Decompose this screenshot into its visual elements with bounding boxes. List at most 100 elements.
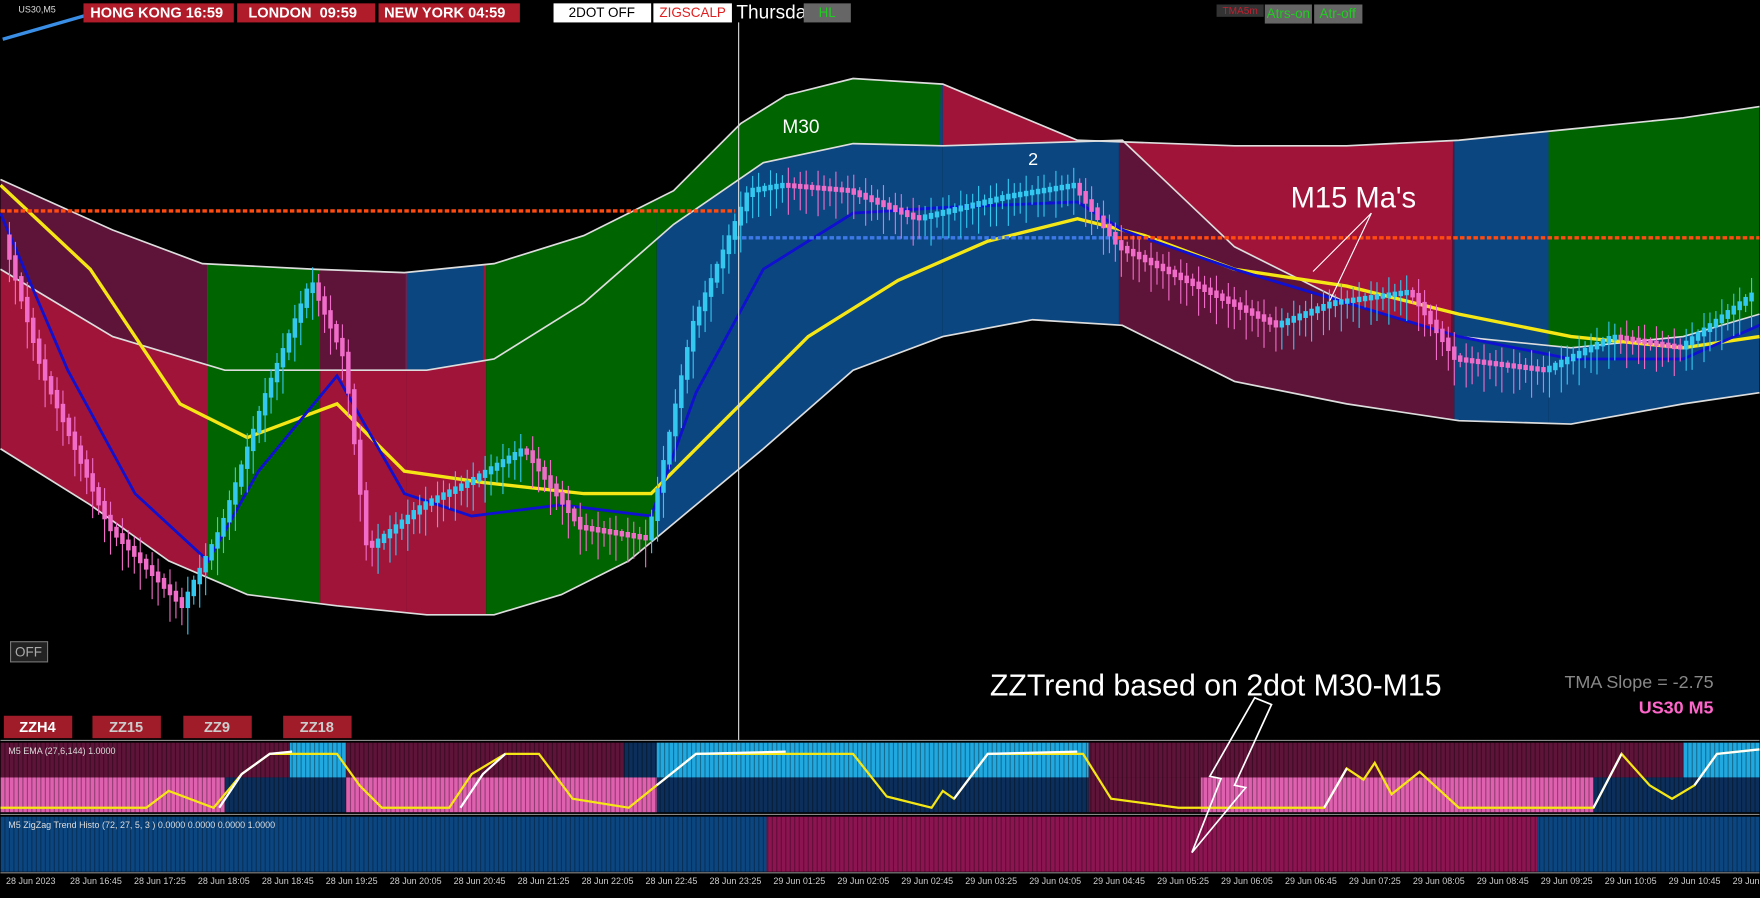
- button-label[interactable]: TMA5m: [1222, 6, 1257, 17]
- candle: [1398, 290, 1404, 297]
- button[interactable]: [1264, 4, 1312, 24]
- candle: [910, 212, 916, 220]
- candle: [750, 187, 755, 197]
- candle: [548, 475, 553, 489]
- candle: [839, 187, 845, 193]
- button[interactable]: [92, 715, 161, 739]
- button-label[interactable]: ZZ18: [300, 720, 334, 736]
- candle: [720, 249, 726, 269]
- clock-box: [83, 3, 234, 23]
- button[interactable]: [3, 715, 73, 739]
- candle: [601, 528, 607, 534]
- candle: [1582, 347, 1588, 356]
- candle: [845, 187, 851, 193]
- candle: [1202, 284, 1207, 293]
- button-label[interactable]: ZZ15: [109, 720, 143, 736]
- candle: [613, 530, 619, 536]
- candle: [1041, 187, 1047, 194]
- candle: [1743, 296, 1748, 306]
- candle: [1547, 365, 1552, 373]
- candle: [1380, 293, 1386, 299]
- candle: [583, 525, 589, 531]
- candle: [30, 317, 36, 344]
- candle: [1226, 296, 1231, 304]
- button-label[interactable]: ZIGSCALP: [659, 5, 726, 20]
- candle: [738, 206, 744, 226]
- candle: [256, 410, 262, 434]
- candle: [685, 347, 690, 380]
- candle: [250, 428, 256, 452]
- candle: [506, 455, 512, 464]
- candle: [1166, 266, 1172, 275]
- ema-line: [0, 748, 1760, 810]
- candle: [423, 501, 428, 510]
- off-button[interactable]: [9, 641, 49, 663]
- candle: [476, 473, 482, 482]
- button[interactable]: [1216, 4, 1264, 17]
- histo: [289, 742, 346, 778]
- candle: [1017, 191, 1023, 198]
- button-label[interactable]: ZZ9: [204, 720, 230, 736]
- candle: [916, 215, 922, 221]
- candle: [274, 362, 280, 383]
- candle: [1499, 361, 1505, 368]
- candle: [1404, 289, 1409, 296]
- candle: [744, 192, 749, 212]
- candle: [786, 182, 791, 188]
- candle: [1654, 340, 1659, 347]
- candle: [952, 206, 958, 213]
- label: M30: [782, 117, 819, 138]
- candle: [1136, 251, 1142, 260]
- candle: [1392, 291, 1398, 297]
- button-label[interactable]: ZZH4: [19, 720, 56, 736]
- candle: [1113, 231, 1118, 245]
- candle: [1035, 188, 1041, 195]
- candle: [714, 263, 720, 283]
- candle: [1606, 335, 1612, 344]
- candle: [447, 489, 452, 497]
- candle: [494, 462, 500, 471]
- histo: [1088, 742, 1201, 778]
- candle: [126, 539, 131, 551]
- candle: [572, 508, 577, 522]
- pointer: [1312, 212, 1372, 272]
- button-label[interactable]: HL: [819, 5, 837, 20]
- candle: [821, 185, 827, 191]
- button-label[interactable]: Atrs-on: [1267, 6, 1310, 21]
- candle: [803, 184, 809, 190]
- candle: [1321, 303, 1326, 311]
- candle: [643, 534, 648, 541]
- candle: [482, 469, 488, 478]
- button[interactable]: [803, 3, 851, 23]
- candle: [1345, 298, 1350, 304]
- time-label: 29 Jun 06:05: [1221, 876, 1273, 886]
- button-label[interactable]: OFF: [15, 644, 42, 659]
- button-label[interactable]: 2DOT OFF: [569, 5, 635, 20]
- candle: [1107, 223, 1112, 237]
- button[interactable]: [653, 3, 732, 23]
- candle: [827, 186, 833, 192]
- candle: [1285, 318, 1291, 326]
- candle: [631, 532, 636, 539]
- button-label[interactable]: Atr-off: [1320, 6, 1357, 21]
- candle: [72, 431, 78, 450]
- candle: [1452, 346, 1457, 360]
- candle: [851, 188, 856, 195]
- candle: [1630, 336, 1635, 343]
- panel-title: M5 ZigZag Trend Histo (72, 27, 5, 3 ) 0.…: [8, 820, 275, 830]
- candle: [922, 214, 928, 221]
- candle: [994, 196, 999, 203]
- candle: [1428, 310, 1433, 325]
- button[interactable]: [283, 715, 352, 739]
- histo: [766, 816, 1538, 872]
- candle: [1576, 350, 1582, 359]
- candle: [1677, 344, 1683, 350]
- time-label: 29 Jun 07:25: [1349, 876, 1401, 886]
- button[interactable]: [183, 715, 252, 739]
- candle: [768, 184, 773, 191]
- button[interactable]: [1314, 4, 1363, 24]
- button[interactable]: [553, 3, 652, 23]
- time-label: 29 Jun 02:45: [901, 876, 953, 886]
- time-label: 29 Jun: [1733, 876, 1760, 886]
